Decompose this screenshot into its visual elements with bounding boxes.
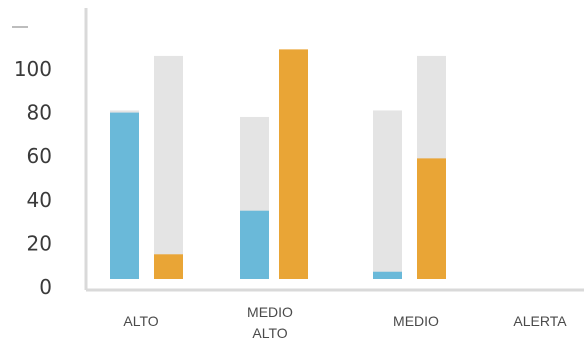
bar-blue bbox=[240, 210, 269, 279]
y-tick-label: 60 bbox=[27, 144, 52, 168]
x-axis-labels: ALTO MEDIO ALTO MEDIO ALERTA bbox=[123, 304, 567, 341]
y-axis-ticks: 0 20 40 60 80 100 bbox=[14, 57, 52, 299]
y-tick-label: 20 bbox=[27, 231, 52, 255]
y-tick-label: 100 bbox=[14, 57, 52, 81]
bar-orange bbox=[417, 158, 446, 279]
x-category-label: ALERTA bbox=[513, 313, 567, 329]
bar-blue bbox=[373, 271, 402, 279]
x-category-label: MEDIO bbox=[393, 313, 439, 329]
x-category-label: MEDIO bbox=[247, 304, 293, 320]
bar-orange bbox=[279, 49, 308, 279]
bar-background-orange bbox=[154, 55, 183, 279]
axes bbox=[12, 8, 584, 292]
bars bbox=[110, 49, 446, 280]
bar-blue bbox=[110, 112, 139, 279]
y-tick-label: 80 bbox=[27, 101, 52, 125]
x-category-label: ALTO bbox=[123, 313, 158, 329]
y-tick-label: 0 bbox=[39, 275, 52, 299]
x-category-label: ALTO bbox=[252, 325, 287, 341]
bar-orange bbox=[154, 254, 183, 279]
bar-background-blue bbox=[373, 110, 402, 279]
y-tick-label: 40 bbox=[27, 188, 52, 212]
